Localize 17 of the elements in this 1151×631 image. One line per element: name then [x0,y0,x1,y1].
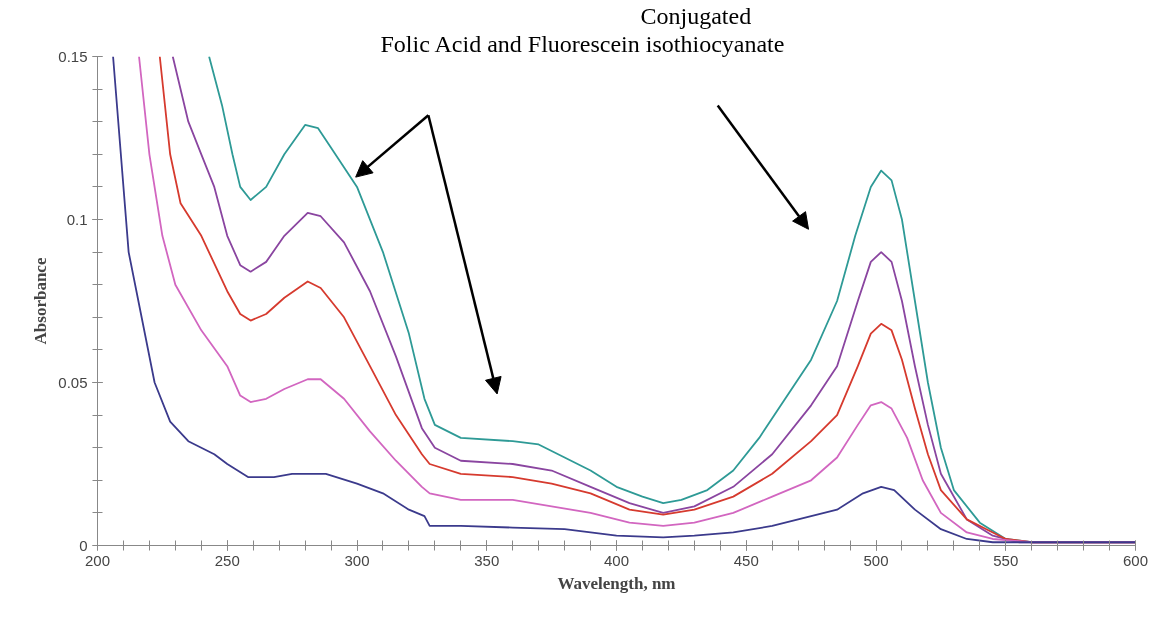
x-tick-label: 300 [344,551,370,569]
y-tick-label: 0.15 [58,47,88,65]
x-tick-label: 600 [1122,551,1149,569]
x-tick-label: 550 [993,551,1019,569]
x-axis-title: Wavelength, nm [557,573,676,593]
x-tick-label: 200 [84,551,111,569]
x-tick-label: 250 [214,551,240,569]
x-tick-label: 500 [863,551,889,569]
x-tick-label: 400 [603,551,630,569]
x-tick-label: 350 [474,551,500,569]
x-tick-label: 450 [733,551,759,569]
annotation: Folic Acid and Fluorescein isothiocyanate [380,30,785,57]
y-axis-title: Absorbance [31,257,51,345]
text: Conjugated [640,2,752,29]
y-tick-label: 0.1 [66,210,88,228]
y-tick-label: 0 [79,536,88,554]
y-tick-label: 0.05 [58,373,88,391]
